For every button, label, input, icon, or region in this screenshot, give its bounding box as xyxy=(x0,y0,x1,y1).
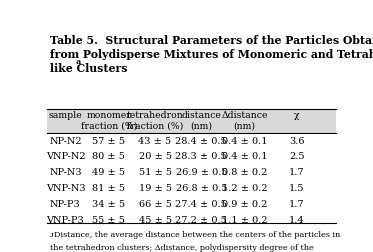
Text: 28.3 ± 0.5: 28.3 ± 0.5 xyxy=(175,152,227,162)
Text: Table 5.  Structural Parameters of the Particles Obtained: Table 5. Structural Parameters of the Pa… xyxy=(50,35,373,46)
Text: like Clusters: like Clusters xyxy=(50,63,127,74)
Text: the tetrahedron clusters; Δdistance, polydispersity degree of the: the tetrahedron clusters; Δdistance, pol… xyxy=(50,244,313,252)
Text: 1.7: 1.7 xyxy=(289,200,304,209)
Text: 0.4 ± 0.1: 0.4 ± 0.1 xyxy=(222,137,267,146)
Text: VNP-N2: VNP-N2 xyxy=(46,152,85,162)
Text: 1.4: 1.4 xyxy=(289,216,304,225)
Text: 1.5: 1.5 xyxy=(289,184,304,193)
Text: tetrahedron
fraction (%): tetrahedron fraction (%) xyxy=(127,111,184,131)
Text: 49 ± 5: 49 ± 5 xyxy=(92,168,125,177)
Text: 27.4 ± 0.5: 27.4 ± 0.5 xyxy=(175,200,227,209)
Text: 43 ± 5: 43 ± 5 xyxy=(138,137,172,146)
Text: 45 ± 5: 45 ± 5 xyxy=(138,216,172,225)
Text: 28.4 ± 0.5: 28.4 ± 0.5 xyxy=(175,137,227,146)
Text: from Polydisperse Mixtures of Monomeric and Tetrahedron-: from Polydisperse Mixtures of Monomeric … xyxy=(50,49,373,60)
Text: 0.8 ± 0.2: 0.8 ± 0.2 xyxy=(222,168,267,177)
Text: 27.2 ± 0.5: 27.2 ± 0.5 xyxy=(175,216,227,225)
Text: 1.2 ± 0.2: 1.2 ± 0.2 xyxy=(222,184,267,193)
Text: 66 ± 5: 66 ± 5 xyxy=(139,200,172,209)
Text: 19 ± 5: 19 ± 5 xyxy=(138,184,172,193)
Text: 55 ± 5: 55 ± 5 xyxy=(93,216,125,225)
Text: 26.9 ± 0.5: 26.9 ± 0.5 xyxy=(176,168,227,177)
Text: 1.7: 1.7 xyxy=(289,168,304,177)
Text: sample: sample xyxy=(48,111,82,120)
Text: 2.5: 2.5 xyxy=(289,152,304,162)
Text: 3.6: 3.6 xyxy=(289,137,304,146)
Text: χ: χ xyxy=(294,111,300,120)
Text: NP-N2: NP-N2 xyxy=(49,137,82,146)
Text: 81 ± 5: 81 ± 5 xyxy=(92,184,125,193)
Text: a: a xyxy=(75,58,81,66)
Text: monomer
fraction (%): monomer fraction (%) xyxy=(81,111,137,131)
Text: 20 ± 5: 20 ± 5 xyxy=(138,152,172,162)
Text: 34 ± 5: 34 ± 5 xyxy=(92,200,125,209)
Text: 26.8 ± 0.5: 26.8 ± 0.5 xyxy=(176,184,227,193)
Bar xyxy=(47,109,336,133)
Text: NP-P3: NP-P3 xyxy=(50,200,81,209)
Text: 0.9 ± 0.2: 0.9 ± 0.2 xyxy=(222,200,267,209)
Text: NP-N3: NP-N3 xyxy=(49,168,82,177)
Text: VNP-N3: VNP-N3 xyxy=(46,184,85,193)
Text: 1.1 ± 0.2: 1.1 ± 0.2 xyxy=(222,216,267,225)
Text: ᴊDistance, the average distance between the centers of the particles in: ᴊDistance, the average distance between … xyxy=(50,231,340,239)
Text: 80 ± 5: 80 ± 5 xyxy=(93,152,125,162)
Text: 51 ± 5: 51 ± 5 xyxy=(138,168,172,177)
Text: Δdistance
(nm): Δdistance (nm) xyxy=(222,111,268,131)
Text: VNP-P3: VNP-P3 xyxy=(47,216,84,225)
Text: distance
(nm): distance (nm) xyxy=(181,111,221,131)
Text: 57 ± 5: 57 ± 5 xyxy=(92,137,125,146)
Text: 0.4 ± 0.1: 0.4 ± 0.1 xyxy=(222,152,267,162)
